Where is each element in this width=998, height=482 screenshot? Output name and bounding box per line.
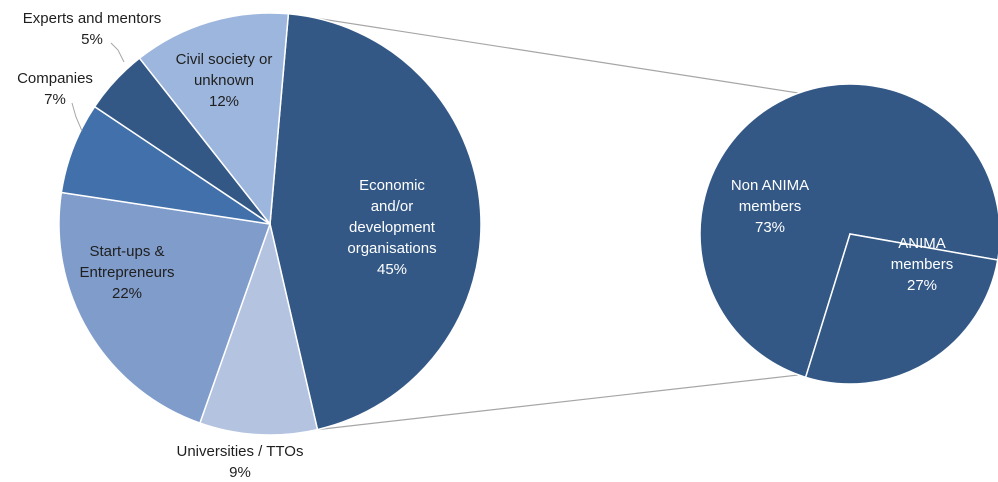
detail-slice-anima-members — [804, 233, 998, 385]
connector-lines — [288, 13, 799, 431]
detail-pie — [699, 83, 998, 385]
connector-line-top — [288, 13, 799, 94]
pie-slice-civil-society-or-unknown — [138, 12, 290, 226]
slice-label-universities-ttos: Universities / TTOs 9% — [177, 443, 304, 481]
slice-label-experts-and-mentors: Experts and mentors 5% — [23, 10, 161, 48]
pie-slice-start-ups-entrepreneurs — [58, 191, 272, 424]
slice-label-civil-society-or-unknown: Civil society or unknown 12% — [176, 51, 273, 110]
main-pie — [58, 12, 482, 436]
pie-slice-economic-and-or-development-organisations — [269, 12, 482, 431]
slice-label-companies: Companies 7% — [17, 70, 93, 108]
slice-labels: Economic and/or development organisations 45… — [17, 10, 953, 481]
detail-label-anima-members: ANIMA members 27% — [891, 235, 954, 294]
slice-label-start-ups-entrepreneurs: Start-ups & Entrepreneurs 22% — [79, 243, 174, 302]
leader-line-experts-and-mentors — [110, 42, 125, 63]
detail-slice-non-anima-members — [699, 83, 998, 379]
connector-line-bottom — [317, 374, 799, 431]
pie-slice-universities-ttos — [198, 221, 319, 436]
slice-label-economic-and-or-development-organisations: Economic and/or development organisations 45… — [347, 177, 436, 278]
leader-line-companies — [71, 102, 83, 132]
detail-label-non-anima-members: Non ANIMA members 73% — [731, 177, 809, 236]
